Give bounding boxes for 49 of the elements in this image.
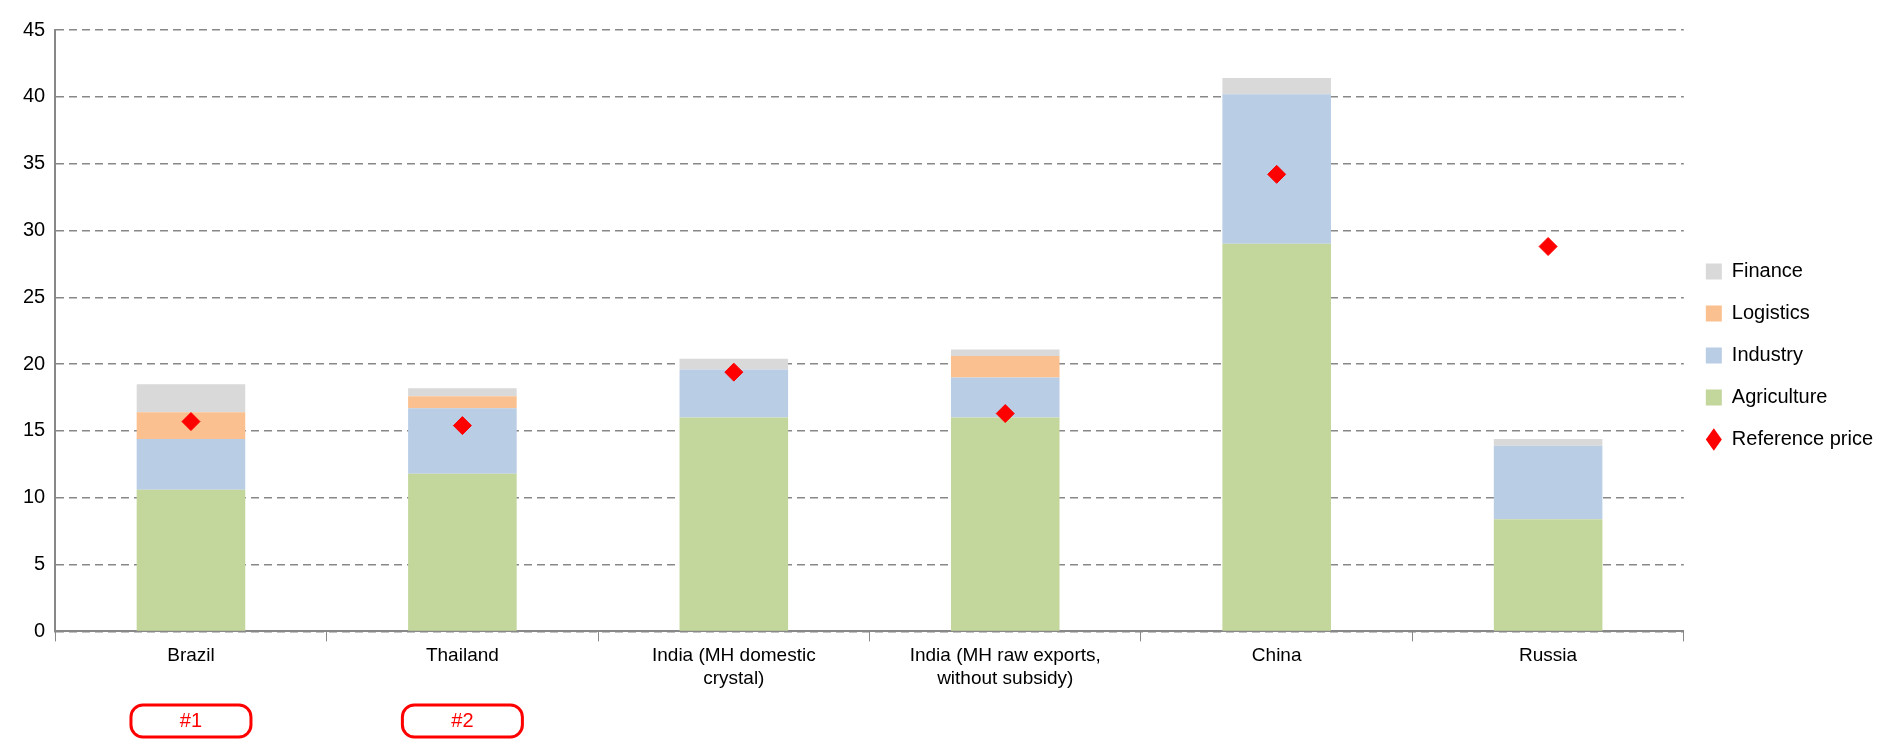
bar (1493, 438, 1603, 446)
y-tick-label: 20 (23, 351, 46, 374)
bar (950, 417, 1060, 631)
bar (950, 349, 1060, 357)
x-tick-label: China (1251, 644, 1302, 666)
bar (679, 369, 789, 418)
x-tick-label: Thailand (425, 644, 499, 666)
y-tick-label: 25 (23, 284, 46, 307)
bar (408, 408, 517, 474)
x-tick-label: India (MH domestic crystal) (651, 644, 816, 688)
point (995, 404, 1015, 424)
legend-label: Reference price (1731, 427, 1874, 450)
bar (1493, 445, 1603, 520)
bar (408, 473, 517, 631)
y-tick-label: 10 (23, 485, 46, 508)
y-tick-label: 0 (34, 618, 46, 641)
legend-label: Finance (1731, 259, 1803, 282)
bar (1222, 243, 1331, 631)
y-tick-label: 40 (23, 84, 46, 107)
point (1538, 237, 1558, 256)
x-tick-label: India (MH raw exports, without subsidy) (909, 644, 1101, 688)
point (1267, 164, 1287, 184)
point (724, 362, 744, 382)
legend-label: Agriculture (1731, 385, 1828, 408)
bar (1493, 519, 1603, 631)
bar (950, 356, 1060, 378)
bar (136, 384, 246, 413)
bar (136, 489, 246, 631)
legend-label: Industry (1731, 343, 1803, 366)
bar (408, 388, 517, 397)
y-tick-label: 35 (23, 151, 46, 174)
bar (136, 438, 246, 490)
bar (679, 417, 789, 631)
text: #1 (179, 708, 203, 731)
legend-label: Logistics (1731, 301, 1810, 324)
bar (1222, 78, 1331, 95)
bar (136, 412, 246, 439)
y-tick-label: 30 (23, 217, 46, 240)
point (452, 416, 472, 436)
x-tick-label: Brazil (167, 644, 215, 666)
y-tick-label: 5 (34, 552, 46, 575)
bar (1222, 94, 1331, 244)
bar (950, 377, 1060, 418)
y-tick-label: 15 (23, 418, 46, 441)
y-tick-label: 45 (23, 17, 46, 40)
x-tick-label: Russia (1519, 644, 1578, 666)
text: #2 (451, 708, 474, 731)
bar (408, 396, 517, 409)
point (181, 412, 201, 432)
